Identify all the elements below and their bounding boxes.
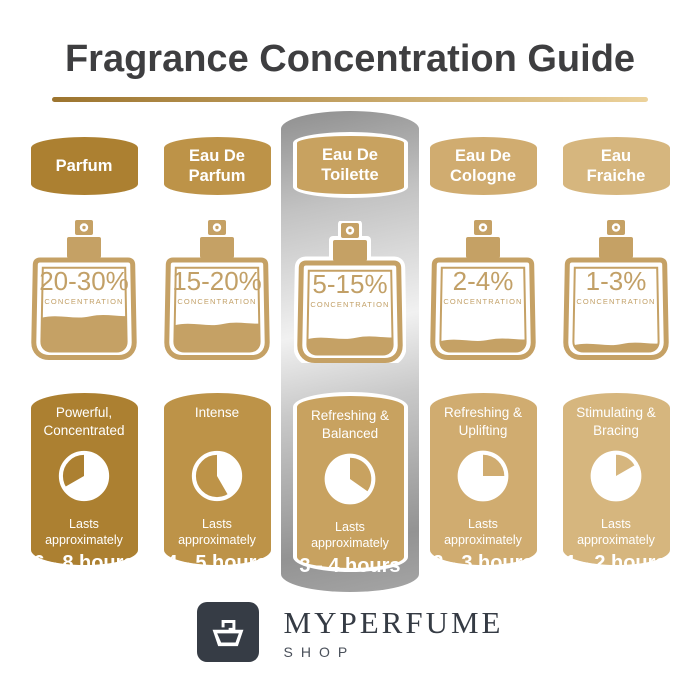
duration-label: Lasts approximately xyxy=(31,516,138,549)
scent-descriptor: Refreshing & Balanced xyxy=(297,407,404,445)
duration-hours: 3 - 4 hours xyxy=(299,554,401,577)
duration-label-line1: Lasts xyxy=(202,517,232,531)
scent-descriptor-line2: Balanced xyxy=(321,426,379,442)
fragrance-type-name-line1: Eau De xyxy=(189,146,245,165)
concentration-label: CONCENTRATION xyxy=(177,297,257,306)
fragrance-column-eau-de-cologne: Eau De Cologne 2-4% CONCENTRATION Refres… xyxy=(427,111,539,592)
concentration-label: CONCENTRATION xyxy=(576,297,656,306)
duration-label-line1: Lasts xyxy=(69,517,99,531)
concentration-info: 15-20% CONCENTRATION xyxy=(161,268,273,306)
concentration-percent: 2-4% xyxy=(452,266,514,296)
scent-descriptor-line2: Bracing xyxy=(593,423,639,439)
duration-label: Lasts approximately xyxy=(297,519,404,552)
fragrance-type-banner: Eau Fraiche xyxy=(562,137,670,195)
brand-footer: MYPERFUME SHOP xyxy=(0,602,700,662)
columns-row: Parfum 20-30% CONCENTRATION Powerful, Co… xyxy=(0,111,700,592)
clock-pie-icon xyxy=(55,447,113,505)
duration-card: Stimulating & Bracing Lasts approximatel… xyxy=(562,393,670,574)
fragrance-type-name-line1: Eau De xyxy=(455,146,511,165)
duration-label: Lasts approximately xyxy=(563,516,670,549)
fragrance-type-name-line1: Eau De xyxy=(322,145,378,164)
duration-label-line1: Lasts xyxy=(335,520,365,534)
fragrance-type-banner: Eau De Parfum xyxy=(163,137,271,195)
perfume-bottle-illustration: 20-30% CONCENTRATION xyxy=(28,218,140,360)
fragrance-type-name-line1: Parfum xyxy=(55,156,113,175)
duration-label: Lasts approximately xyxy=(430,516,537,549)
duration-label-line2: approximately xyxy=(178,533,256,548)
logo-glyph xyxy=(212,620,243,647)
fragrance-type-banner: Eau De Cologne xyxy=(429,137,537,195)
fragrance-type-banner: Parfum xyxy=(30,137,138,195)
concentration-percent: 1-3% xyxy=(585,266,647,296)
duration-label-line2: approximately xyxy=(45,533,123,548)
fragrance-column-eau-de-parfum: Eau De Parfum 15-20% CONCENTRATION Inten… xyxy=(161,111,273,592)
concentration-info: 5-15% CONCENTRATION xyxy=(294,271,406,309)
brand-text: MYPERFUME SHOP xyxy=(284,605,504,660)
scent-descriptor-line1: Refreshing & xyxy=(310,408,390,423)
fragrance-type-name-line2: Fraiche xyxy=(586,167,646,185)
duration-card: Intense Lasts approximately 4 - 5 hours xyxy=(163,393,271,574)
perfume-bottle-illustration: 2-4% CONCENTRATION xyxy=(427,218,539,360)
fragrance-column-eau-de-toilette: Eau De Toilette 5-15% CONCENTRATION Refr… xyxy=(292,111,408,592)
concentration-percent: 20-30% xyxy=(39,266,129,296)
page-title: Fragrance Concentration Guide xyxy=(64,38,636,80)
scent-descriptor-line2: Concentrated xyxy=(43,423,125,439)
concentration-label: CONCENTRATION xyxy=(44,297,124,306)
duration-hours: 4 - 5 hours xyxy=(166,551,268,574)
duration-label: Lasts approximately xyxy=(164,516,271,549)
concentration-info: 2-4% CONCENTRATION xyxy=(427,268,539,306)
duration-label-line1: Lasts xyxy=(468,517,498,531)
scent-descriptor: Refreshing & Uplifting xyxy=(430,404,537,442)
scent-descriptor: Stimulating & Bracing xyxy=(563,404,670,442)
scent-descriptor: Intense xyxy=(164,404,271,442)
duration-hours: 1 - 2 hours xyxy=(565,551,667,574)
fragrance-type-name-line2: Parfum xyxy=(188,167,246,185)
duration-label-line1: Lasts xyxy=(601,517,631,531)
scent-descriptor-line1: Refreshing & xyxy=(443,405,523,420)
concentration-info: 1-3% CONCENTRATION xyxy=(560,268,672,306)
concentration-percent: 15-20% xyxy=(172,266,262,296)
fragrance-type-name-line2: Cologne xyxy=(450,167,516,185)
scent-descriptor-line1: Intense xyxy=(194,405,240,420)
concentration-label: CONCENTRATION xyxy=(310,300,390,309)
perfume-basket-logo-icon xyxy=(196,602,259,662)
concentration-percent: 5-15% xyxy=(312,269,388,299)
concentration-info: 20-30% CONCENTRATION xyxy=(28,268,140,306)
duration-label-line2: approximately xyxy=(311,536,389,551)
duration-card: Refreshing & Uplifting Lasts approximate… xyxy=(429,393,537,574)
concentration-label: CONCENTRATION xyxy=(443,297,523,306)
fragrance-column-parfum: Parfum 20-30% CONCENTRATION Powerful, Co… xyxy=(28,111,140,592)
duration-label-line2: approximately xyxy=(577,533,655,548)
clock-pie-icon xyxy=(454,447,512,505)
duration-label-line2: approximately xyxy=(444,533,522,548)
duration-hours: 6 - 8 hours xyxy=(33,551,135,574)
fragrance-column-eau-fraiche: Eau Fraiche 1-3% CONCENTRATION Stimulati… xyxy=(560,111,672,592)
scent-descriptor-line1: Powerful, xyxy=(55,405,113,420)
clock-pie-icon xyxy=(188,447,246,505)
clock-pie-icon xyxy=(321,450,379,508)
title-underline xyxy=(52,97,648,102)
duration-card: Refreshing & Balanced Lasts approximatel… xyxy=(292,392,408,577)
scent-descriptor-line2: Uplifting xyxy=(458,423,508,439)
perfume-bottle-illustration: 1-3% CONCENTRATION xyxy=(560,218,672,360)
clock-pie-icon xyxy=(587,447,645,505)
brand-name: MYPERFUME xyxy=(283,604,504,640)
duration-card: Powerful, Concentrated Lasts approximate… xyxy=(30,393,138,574)
scent-descriptor: Powerful, Concentrated xyxy=(31,404,138,442)
perfume-bottle-illustration: 5-15% CONCENTRATION xyxy=(294,221,406,363)
scent-descriptor-line1: Stimulating & xyxy=(576,405,656,420)
brand-subtitle: SHOP xyxy=(283,643,356,660)
fragrance-type-banner: Eau De Toilette xyxy=(292,132,408,198)
fragrance-type-name-line2: Toilette xyxy=(321,166,379,184)
fragrance-type-name-line1: Eau xyxy=(600,146,632,165)
duration-hours: 2 - 3 hours xyxy=(432,551,534,574)
perfume-bottle-illustration: 15-20% CONCENTRATION xyxy=(161,218,273,360)
